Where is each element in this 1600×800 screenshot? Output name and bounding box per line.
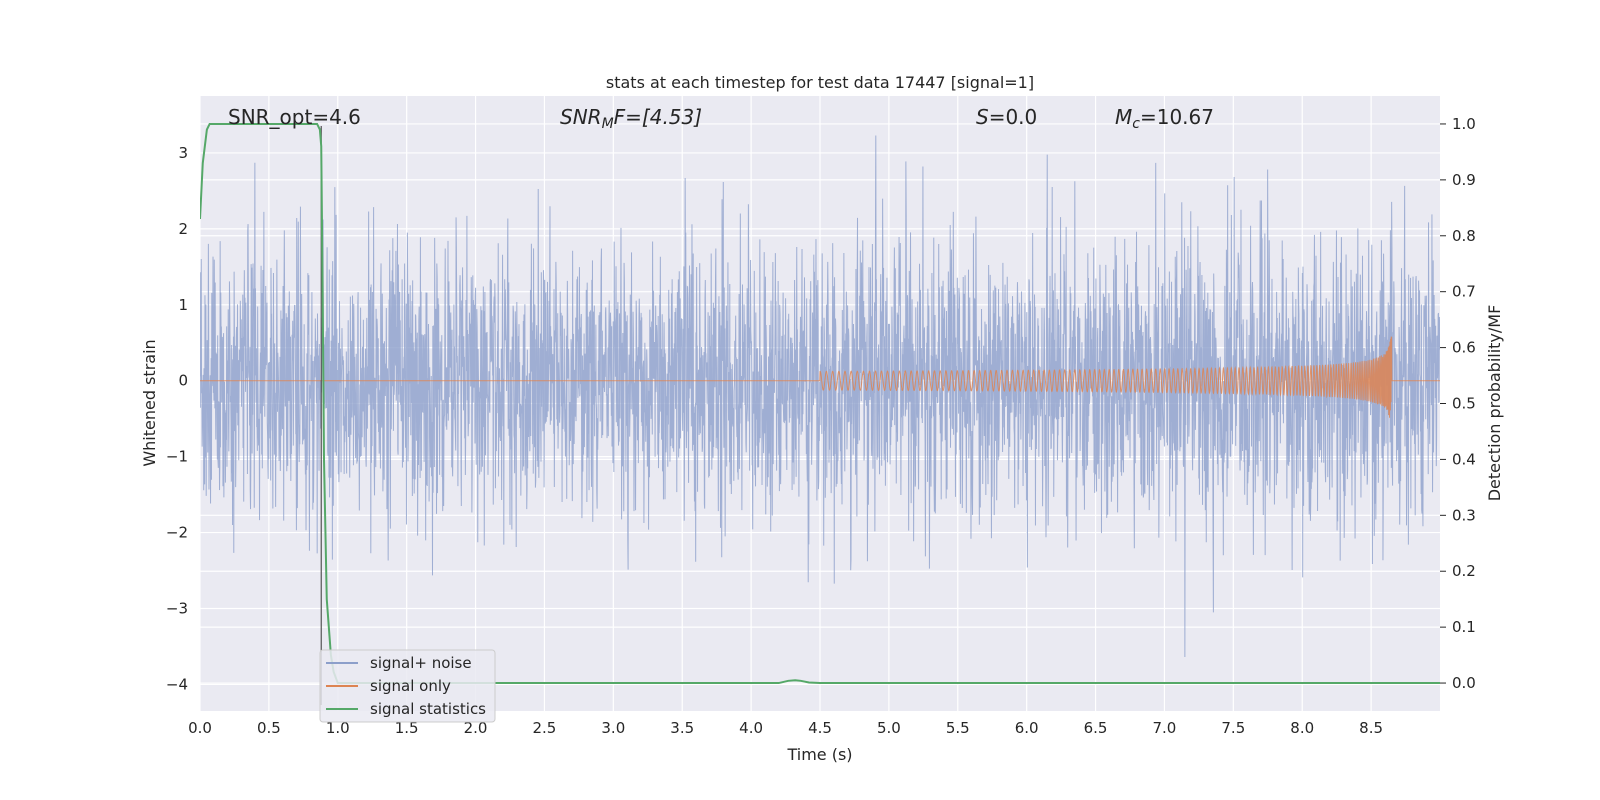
x-tick-label: 2.5	[533, 719, 557, 737]
annotation-snr-mf-sub: M	[602, 116, 614, 132]
legend-box	[319, 649, 496, 723]
series-signal-plus-noise	[200, 135, 1440, 658]
y-right-tick-label: 0.8	[1452, 227, 1476, 245]
y-right-tick-label: 0.6	[1452, 339, 1476, 357]
y-right-tick-label: 0.2	[1452, 562, 1476, 580]
series-signal-statistics	[200, 122, 1440, 685]
y-left-tick-label: 3	[178, 144, 188, 162]
x-tick-label: 7.5	[1221, 719, 1245, 737]
y-right-tick-label: 0.7	[1452, 283, 1476, 301]
x-tick-label: 5.5	[946, 719, 970, 737]
annotation-snr-mf-name: SNR	[560, 105, 602, 129]
y-right-tick-label: 0.5	[1452, 395, 1476, 413]
series-signal-only	[200, 336, 1440, 418]
x-tick-label: 4.5	[808, 719, 832, 737]
legend: signal+ noise signal only signal statist…	[319, 649, 496, 723]
y-left-tick-label: 2	[178, 220, 188, 238]
annotation-mc-rest: =10.67	[1140, 105, 1214, 129]
y-left-axis-ticks: 3 2 1 0 −1 −2 −3 −4	[166, 144, 188, 693]
y-right-tick-label: 0.3	[1452, 506, 1476, 524]
y-left-tick-label: −2	[166, 524, 188, 542]
x-tick-label: 2.0	[464, 719, 488, 737]
x-tick-label: 4.0	[739, 719, 763, 737]
legend-label-signal-plus-noise: signal+ noise	[370, 654, 472, 672]
x-tick-label: 1.0	[326, 719, 350, 737]
x-tick-label: 0.5	[257, 719, 281, 737]
y-right-axis-label: Detection probability/MF	[1485, 305, 1504, 502]
x-tick-label: 5.0	[877, 719, 901, 737]
line-signal-only	[200, 336, 1440, 418]
x-tick-label: 8.5	[1359, 719, 1383, 737]
y-left-tick-label: −3	[166, 600, 188, 618]
x-tick-label: 1.5	[395, 719, 419, 737]
y-left-tick-label: −1	[166, 448, 188, 466]
line-signal-plus-noise	[200, 135, 1440, 658]
annotation-mc-name: M	[1115, 105, 1132, 129]
y-right-tick-label: 1.0	[1452, 115, 1476, 133]
x-tick-label: 3.5	[670, 719, 694, 737]
legend-label-signal-statistics: signal statistics	[370, 700, 486, 718]
annotation-snr-mf-rest: F=[4.53]	[614, 105, 702, 129]
plot-area	[200, 122, 1440, 705]
y-right-tick-label: 0.9	[1452, 171, 1476, 189]
annotation-snr-opt: SNR_opt=4.6	[228, 105, 361, 129]
y-right-tick-label: 0.0	[1452, 674, 1476, 692]
annotation-s-rest: =0.0	[989, 105, 1038, 129]
chart-title: stats at each timestep for test data 174…	[606, 73, 1034, 92]
y-left-tick-label: −4	[166, 675, 188, 693]
y-right-axis-ticks: 1.0 0.9 0.8 0.7 0.6 0.5 0.4 0.3 0.2 0.1 0.0	[1440, 115, 1476, 692]
x-axis-label: Time (s)	[786, 745, 852, 764]
y-right-tick-label: 0.1	[1452, 618, 1476, 636]
x-tick-label: 8.0	[1290, 719, 1314, 737]
x-tick-label: 6.5	[1084, 719, 1108, 737]
x-axis-ticks: 0.0 0.5 1.0 1.5 2.0 2.5 3.0 3.5 4.0 4.5 5.0 5.5 6.0 6…	[188, 719, 1383, 737]
x-tick-label: 6.0	[1015, 719, 1039, 737]
x-tick-label: 3.0	[601, 719, 625, 737]
y-left-axis-label: Whitened strain	[140, 339, 159, 466]
annotation-mc-sub: c	[1132, 116, 1140, 132]
y-left-tick-label: 1	[178, 296, 188, 314]
annotation-mc: Mc=10.67	[1115, 105, 1214, 132]
annotation-snr-mf: SNRMF=[4.53]	[560, 105, 702, 132]
y-left-tick-label: 0	[178, 372, 188, 390]
legend-label-signal-only: signal only	[370, 677, 451, 695]
line-signal-statistics	[200, 122, 1440, 685]
annotation-s: S=0.0	[976, 105, 1037, 129]
x-tick-label: 7.0	[1153, 719, 1177, 737]
annotation-s-name: S	[976, 105, 989, 129]
y-right-tick-label: 0.4	[1452, 450, 1476, 468]
x-tick-label: 0.0	[188, 719, 212, 737]
